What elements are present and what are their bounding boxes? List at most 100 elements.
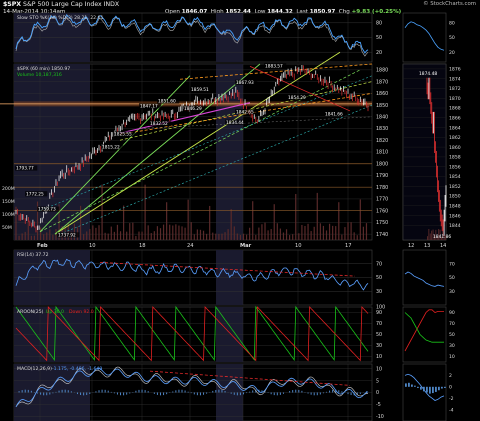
rsi-tick: 50	[376, 275, 382, 281]
trend-magenta	[119, 102, 251, 134]
macd-hist-bar	[159, 392, 161, 396]
inset-tick: 1874	[449, 76, 461, 82]
ohlc-readout: Open 1846.07 High 1852.44 Low 1844.32 La…	[165, 9, 402, 15]
volume-bar	[150, 233, 152, 240]
macd-hist-bar	[89, 392, 91, 395]
macd-hist-bar	[310, 392, 312, 395]
macd-legend-values: -1.175, -0.486, -1.649	[52, 366, 102, 372]
volume-bar	[245, 234, 248, 240]
price-tick: 1810	[376, 150, 388, 156]
macd-hist-bar	[37, 392, 39, 394]
sto-tick: 80	[376, 21, 382, 27]
side-frame-sto	[402, 12, 447, 63]
volume-bar	[292, 234, 294, 240]
price-annotation: 1772.25	[26, 191, 44, 197]
macd-hist-bar	[153, 392, 155, 394]
macd-legend: MACD(12,26,9)	[17, 366, 52, 372]
macd-hist-bar	[187, 391, 189, 393]
side-rsi-line	[404, 271, 445, 287]
volume-bar	[307, 223, 309, 240]
volume-bar	[338, 202, 340, 240]
macd-hist-bar	[295, 389, 297, 393]
macd-tick: -5	[376, 402, 381, 408]
macd-hist-bar	[52, 392, 54, 394]
sto-legend: Slow STO %K(14) %D(3) 28.21, 22.61	[17, 15, 103, 21]
volume-bar	[153, 231, 155, 240]
macd-hist-bar	[276, 392, 278, 396]
volume-bar	[279, 228, 281, 240]
volume-bar	[325, 230, 328, 240]
macd-hist-bar	[338, 390, 340, 393]
macd-hist-bar	[233, 392, 235, 395]
volume-tick: 50M	[2, 225, 12, 231]
volume-bar	[335, 226, 337, 240]
volume-bar	[322, 225, 325, 240]
macd-hist-bar	[255, 389, 257, 393]
price-tick: 1780	[376, 185, 388, 191]
volume-bar	[15, 206, 17, 240]
volume-bar	[310, 231, 312, 240]
price-annotation: 1759.73	[38, 207, 56, 213]
side-frame-rsi	[402, 249, 447, 306]
volume-bar	[230, 209, 232, 240]
inset-tick: 1866	[449, 115, 461, 121]
inset-x-label: 13	[424, 243, 430, 249]
inset-tick: 1852	[449, 184, 461, 190]
volume-bar	[113, 231, 115, 240]
macd-hist-bar	[175, 390, 177, 393]
annotation-bg	[139, 103, 162, 109]
macd-hist-bar	[70, 391, 72, 393]
inset-volume	[436, 236, 438, 240]
macd-hist-bar	[138, 389, 140, 393]
side-frame-macd	[402, 363, 447, 421]
inset-x-label: 12	[408, 243, 414, 249]
macd-hist-bar	[313, 392, 315, 396]
macd-hist-bar	[224, 390, 226, 393]
side-macd-hist	[441, 386, 443, 389]
price-tick: 1820	[376, 138, 388, 144]
macd-hist-bar	[365, 391, 367, 393]
macd-hist-bar	[356, 392, 358, 395]
macd-hist-bar	[329, 390, 331, 393]
aroon-legend: AROON(25)	[17, 309, 44, 315]
volume-bar	[129, 223, 131, 240]
side-macd-hist	[435, 386, 437, 392]
volume-bar	[267, 230, 269, 240]
macd-hist-bar	[316, 392, 318, 396]
macd-hist-bar	[101, 389, 103, 393]
sto-k-line	[15, 13, 369, 54]
rsi-legend: RSI(14) 37.72	[17, 252, 49, 258]
volume-bar	[347, 222, 349, 240]
inset-x-label: 14	[440, 243, 446, 249]
chart-title: $SPX S&P 500 Large Cap Index INDX	[3, 1, 119, 8]
volume-bar	[116, 224, 119, 240]
price-annotation: 1841.66	[325, 112, 343, 118]
macd-hist-bar	[86, 392, 88, 395]
side-macd-hist	[408, 382, 410, 387]
rsi-tick: 30	[376, 289, 382, 295]
volume-bar	[141, 231, 143, 240]
macd-hist-bar	[307, 392, 309, 394]
side-rsi-tick: 30	[449, 289, 455, 295]
macd-hist-bar	[298, 389, 300, 393]
index-name: S&P 500 Large Cap Index	[23, 1, 102, 8]
rsi-tick: 70	[376, 261, 382, 267]
trend-red	[249, 65, 351, 112]
inset-high: 1874.48	[419, 71, 437, 77]
volume-bar	[344, 227, 346, 240]
volume-bar	[119, 231, 122, 240]
macd-hist-bar	[147, 391, 149, 393]
volume-bar	[341, 234, 343, 240]
macd-hist-bar	[40, 392, 42, 395]
volume-bar	[52, 234, 54, 240]
macd-hist-bar	[301, 390, 303, 393]
price-tick: 1750	[376, 220, 388, 226]
inset-volume	[432, 229, 434, 240]
inset-frame	[402, 63, 447, 241]
macd-hist-bar	[279, 392, 281, 395]
annotation-bg	[101, 144, 124, 150]
aroon-tick: 90	[376, 310, 382, 316]
volume-bar	[356, 235, 358, 240]
side-macd-hist	[426, 386, 428, 393]
price-annotation: 1859.51	[191, 87, 209, 93]
